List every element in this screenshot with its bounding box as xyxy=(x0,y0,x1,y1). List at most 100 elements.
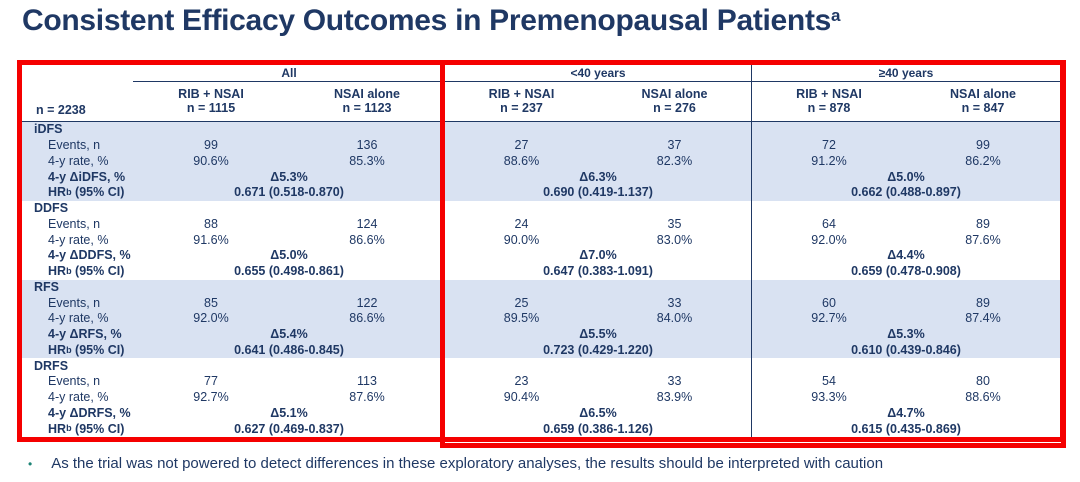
events-value: 136 xyxy=(289,137,445,154)
section-header-rfs: RFS xyxy=(22,279,751,296)
events-row-label: Events, n xyxy=(22,137,133,154)
rate-value: 83.9% xyxy=(656,390,693,405)
section-header-ddfs: DDFS xyxy=(34,201,69,216)
rate-value: 86.2% xyxy=(906,153,1060,170)
events-value: 27 xyxy=(445,137,598,154)
delta-row-label: 4-y ΔDDFS, % xyxy=(48,248,131,263)
events-value: 72 xyxy=(751,137,906,154)
rate-row-label: 4-y rate, % xyxy=(48,232,109,247)
rate-row-label: 4-y rate, % xyxy=(22,153,133,170)
rate-row-label: 4-y rate, % xyxy=(22,311,133,327)
events-value: 37 xyxy=(598,137,751,154)
events-row-label: Events, n xyxy=(22,295,133,311)
hr-value: 0.662 (0.488-0.897) xyxy=(751,185,1060,201)
rate-value: 92.7% xyxy=(193,390,229,405)
page-title: Consistent Efficacy Outcomes in Premenop… xyxy=(22,4,841,38)
delta-value: Δ6.5% xyxy=(579,405,617,420)
section-header-idfs: iDFS xyxy=(22,122,751,138)
events-value: 24 xyxy=(514,216,529,231)
delta-value: Δ5.3% xyxy=(133,169,445,185)
hr-value: 0.723 (0.429-1.220) xyxy=(445,342,751,359)
rate-value: 89.5% xyxy=(445,311,598,327)
section-header-spacer xyxy=(751,358,1060,374)
rate-value: 83.0% xyxy=(656,232,693,247)
events-value: 77 xyxy=(204,374,218,389)
hr-value: 0.659 (0.478-0.908) xyxy=(751,263,1060,280)
events-row-label: Events, n xyxy=(48,374,101,389)
group-header-under40: <40 years xyxy=(445,65,751,82)
rate-value: 86.6% xyxy=(349,232,385,247)
footnote-text: As the trial was not powered to detect d… xyxy=(51,455,884,472)
events-value: 99 xyxy=(906,137,1060,154)
section-header-spacer xyxy=(751,279,1060,296)
delta-row-label: 4-y ΔDRFS, % xyxy=(48,405,131,420)
section-header-spacer xyxy=(751,122,1060,138)
footnote: • As the trial was not powered to detect… xyxy=(28,455,883,474)
rate-value: 90.6% xyxy=(133,153,289,170)
events-value: 23 xyxy=(514,374,529,389)
rate-value: 87.6% xyxy=(349,390,385,405)
rate-value: 84.0% xyxy=(598,311,751,327)
events-row-label: Events, n xyxy=(48,216,101,231)
arm-header-under40-rib: RIB + NSAI n = 237 xyxy=(445,82,598,122)
events-value: 89 xyxy=(906,295,1060,311)
section-header-drfs: DRFS xyxy=(34,358,69,373)
delta-value: Δ4.4% xyxy=(751,248,1060,264)
hr-value: 0.690 (0.419-1.137) xyxy=(445,185,751,201)
arm-header-over40-rib: RIB + NSAI n = 878 xyxy=(751,82,906,122)
hr-value: 0.615 (0.435-0.869) xyxy=(751,421,1060,437)
group-header-all: All xyxy=(133,65,445,82)
events-value: 80 xyxy=(976,374,990,389)
rate-value: 88.6% xyxy=(965,390,1001,405)
efficacy-table-grid: n = 2238 All <40 years ≥40 years RIB + N… xyxy=(22,65,1060,437)
events-value: 35 xyxy=(667,216,682,231)
events-value: 89 xyxy=(976,216,990,231)
rate-value: 87.6% xyxy=(965,232,1001,247)
delta-value: Δ4.7% xyxy=(751,405,1060,422)
rate-value: 92.0% xyxy=(751,232,906,248)
rate-value: 93.3% xyxy=(751,389,906,406)
rate-value: 85.3% xyxy=(289,153,445,170)
hr-value: 0.610 (0.439-0.846) xyxy=(751,342,1060,359)
group-header-over40: ≥40 years xyxy=(751,65,1060,82)
arm-header-all-nsai: NSAI alone n = 1123 xyxy=(289,82,445,122)
delta-value: Δ5.1% xyxy=(270,405,308,420)
rate-value: 82.3% xyxy=(598,153,751,170)
delta-value: Δ5.5% xyxy=(445,326,751,343)
rate-row-label: 4-y rate, % xyxy=(48,390,109,405)
hr-value: 0.671 (0.518-0.870) xyxy=(133,185,445,201)
events-value: 60 xyxy=(751,295,906,311)
arm-header-over40-nsai: NSAI alone n = 847 xyxy=(906,82,1060,122)
hr-value: 0.659 (0.386-1.126) xyxy=(543,421,653,436)
title-superscript: a xyxy=(831,6,841,25)
delta-row-label: 4-y ΔRFS, % xyxy=(22,326,133,343)
events-value: 113 xyxy=(357,374,377,389)
events-value: 85 xyxy=(133,295,289,311)
delta-value: Δ5.4% xyxy=(133,326,445,343)
rate-value: 92.0% xyxy=(133,311,289,327)
events-value: 25 xyxy=(445,295,598,311)
rate-value: 91.2% xyxy=(751,153,906,170)
events-value: 124 xyxy=(356,216,378,231)
hr-row-label: HR b (95% CI) xyxy=(48,264,125,279)
rate-value: 90.0% xyxy=(503,232,540,247)
hr-value: 0.655 (0.498-0.861) xyxy=(234,264,344,279)
events-value: 33 xyxy=(667,374,682,389)
events-value: 54 xyxy=(751,374,906,390)
arm-header-all-rib: RIB + NSAI n = 1115 xyxy=(133,82,289,122)
arm-header-under40-nsai: NSAI alone n = 276 xyxy=(598,82,751,122)
delta-value: Δ5.3% xyxy=(751,326,1060,343)
hr-value: 0.641 (0.486-0.845) xyxy=(133,342,445,359)
events-value: 88 xyxy=(204,216,218,231)
page-title-text: Consistent Efficacy Outcomes in Premenop… xyxy=(22,4,832,37)
efficacy-table: n = 2238 All <40 years ≥40 years RIB + N… xyxy=(17,60,1065,442)
hr-value: 0.627 (0.469-0.837) xyxy=(234,421,344,436)
section-header-spacer xyxy=(751,200,1060,217)
hr-row-label: HR b (95% CI) xyxy=(22,342,133,359)
bullet-icon: • xyxy=(28,457,33,471)
delta-value: Δ6.3% xyxy=(445,169,751,185)
delta-value: Δ7.0% xyxy=(579,248,617,263)
delta-row-label: 4-y ΔiDFS, % xyxy=(22,169,133,185)
rate-value: 87.4% xyxy=(906,311,1060,327)
n-total-cell: n = 2238 xyxy=(22,65,133,122)
